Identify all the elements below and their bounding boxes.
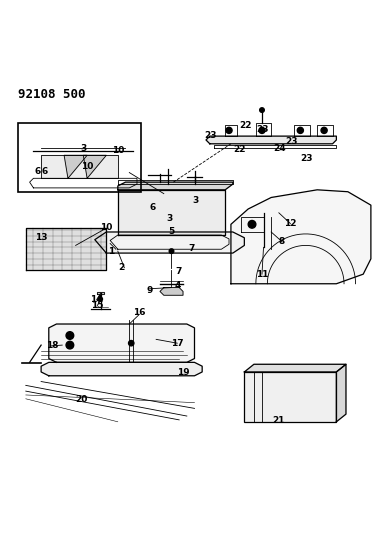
Text: 6: 6: [34, 167, 40, 176]
Text: 6: 6: [149, 203, 156, 212]
Circle shape: [128, 341, 134, 346]
Text: 11: 11: [256, 270, 268, 279]
Text: 22: 22: [233, 144, 246, 154]
Circle shape: [261, 129, 263, 132]
Polygon shape: [49, 324, 194, 362]
Text: 24: 24: [273, 144, 286, 153]
Circle shape: [169, 249, 174, 254]
Text: 17: 17: [171, 338, 184, 348]
Text: 18: 18: [46, 341, 58, 350]
Text: 21: 21: [272, 416, 284, 425]
Circle shape: [226, 127, 232, 133]
Text: 10: 10: [112, 146, 124, 155]
Text: 5: 5: [168, 228, 175, 237]
Text: 10: 10: [100, 223, 112, 232]
Text: 3: 3: [192, 196, 198, 205]
Text: 3: 3: [166, 214, 172, 223]
Circle shape: [299, 129, 301, 132]
Polygon shape: [64, 155, 87, 179]
Circle shape: [259, 127, 265, 133]
Text: 7: 7: [175, 266, 182, 276]
Polygon shape: [26, 228, 106, 270]
Circle shape: [323, 129, 325, 132]
Text: 6: 6: [41, 167, 47, 176]
Circle shape: [66, 341, 74, 349]
Text: 13: 13: [35, 233, 47, 242]
Circle shape: [99, 297, 102, 301]
Circle shape: [321, 127, 327, 133]
Polygon shape: [41, 362, 202, 376]
Bar: [18, 123, 141, 192]
Text: 1: 1: [108, 247, 114, 256]
Text: 23: 23: [256, 125, 269, 134]
Circle shape: [248, 221, 256, 228]
Polygon shape: [231, 190, 371, 284]
Polygon shape: [97, 292, 104, 294]
Polygon shape: [206, 136, 336, 144]
Circle shape: [66, 332, 74, 340]
Text: 3: 3: [80, 144, 86, 153]
Text: 23: 23: [204, 131, 217, 140]
Polygon shape: [41, 155, 118, 179]
Text: 20: 20: [75, 395, 88, 405]
Text: 22: 22: [239, 121, 251, 130]
Text: 92108 500: 92108 500: [18, 88, 86, 101]
Text: 4: 4: [174, 281, 181, 290]
Bar: [244, 372, 336, 422]
Text: 9: 9: [146, 286, 153, 295]
Polygon shape: [118, 182, 233, 190]
Circle shape: [260, 108, 264, 112]
Text: 23: 23: [300, 154, 313, 163]
Text: 12: 12: [284, 219, 296, 228]
Polygon shape: [160, 288, 183, 295]
Polygon shape: [118, 190, 225, 235]
Text: 8: 8: [279, 237, 285, 246]
Polygon shape: [83, 155, 106, 179]
Circle shape: [297, 127, 303, 133]
Text: 15: 15: [91, 302, 103, 311]
Polygon shape: [95, 232, 244, 253]
Text: 10: 10: [81, 163, 93, 171]
Text: 16: 16: [133, 308, 145, 317]
Polygon shape: [336, 364, 346, 422]
Text: 7: 7: [188, 244, 194, 253]
Text: 23: 23: [286, 137, 298, 146]
Circle shape: [228, 129, 230, 132]
Polygon shape: [244, 364, 346, 372]
Circle shape: [68, 334, 72, 337]
Circle shape: [68, 343, 72, 347]
Text: 2: 2: [119, 263, 125, 272]
Text: 14: 14: [90, 295, 103, 304]
Bar: [244, 372, 336, 422]
Text: 19: 19: [177, 368, 189, 377]
Circle shape: [250, 222, 254, 226]
